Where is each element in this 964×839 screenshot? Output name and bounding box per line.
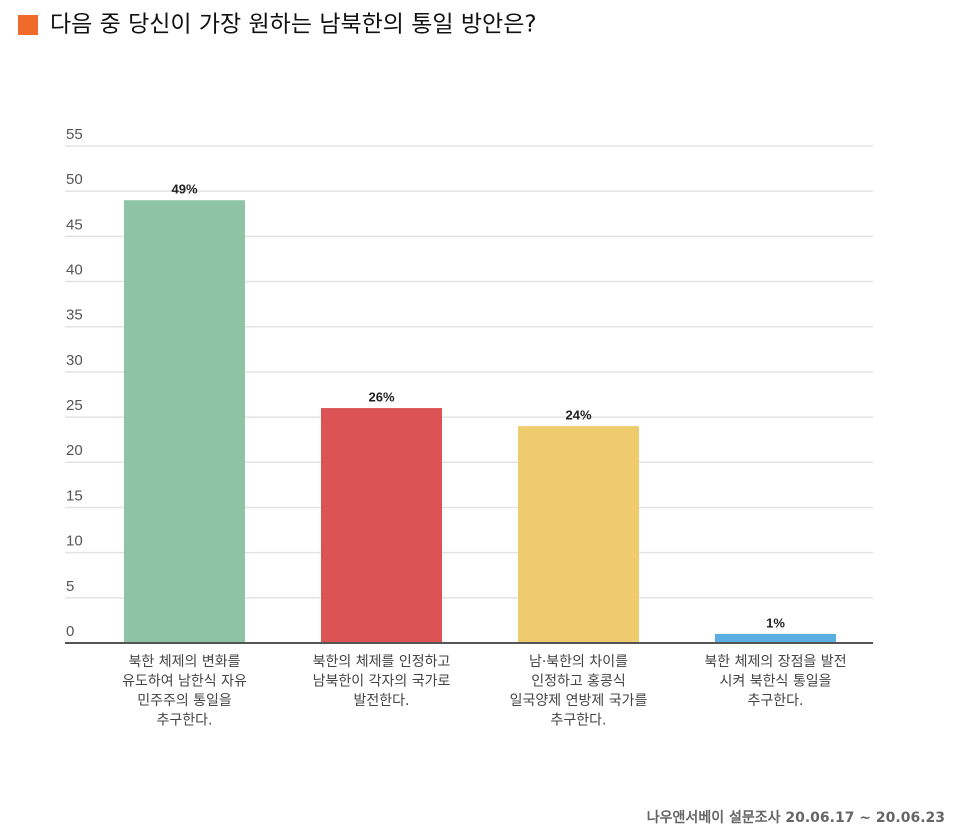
x-tick-label: 시켜 북한식 통일을 (720, 674, 832, 690)
y-tick-label: 35 (66, 307, 83, 324)
y-tick-label: 50 (66, 171, 83, 188)
x-tick-label: 북한 체제의 장점을 발전 (704, 654, 846, 670)
y-tick-label: 45 (66, 216, 83, 233)
x-tick-label: 추구한다. (157, 713, 213, 729)
value-label: 49% (171, 182, 197, 197)
value-label: 1% (766, 615, 785, 630)
x-tick-label: 민주주의 통일을 (137, 693, 232, 709)
y-tick-label: 5 (66, 578, 74, 595)
x-tick-label: 발전한다. (354, 693, 410, 709)
x-tick-label: 인정하고 홍콩식 (531, 674, 626, 690)
x-tick-label: 추구한다. (551, 713, 607, 729)
y-tick-label: 20 (66, 442, 83, 459)
x-tick-label: 북한 체제의 변화를 (129, 654, 241, 670)
x-tick-label: 추구한다. (748, 693, 804, 709)
bar (124, 200, 245, 643)
title-marker (18, 15, 38, 35)
value-label: 24% (565, 408, 591, 423)
bar (715, 633, 836, 643)
x-tick-label: 북한의 체제를 인정하고 (313, 654, 451, 670)
source-note: 나우앤서베이 설문조사 20.06.17 ~ 20.06.23 (647, 809, 945, 826)
y-tick-label: 25 (66, 397, 83, 414)
bar (518, 426, 639, 643)
x-tick-label: 남북한이 각자의 국가로 (313, 674, 451, 690)
x-tick-label: 유도하여 남한식 자유 (122, 674, 247, 690)
x-tick-label: 일국양제 연방제 국가를 (510, 693, 648, 709)
y-tick-label: 10 (66, 533, 83, 550)
y-tick-label: 0 (66, 623, 74, 640)
bar (321, 408, 442, 643)
x-tick-label: 남·북한의 차이를 (529, 654, 628, 670)
y-tick-label: 55 (66, 126, 83, 143)
chart-title: 다음 중 당신이 가장 원하는 남북한의 통일 방안은? (50, 12, 537, 38)
value-label: 26% (368, 389, 394, 404)
y-tick-label: 30 (66, 352, 83, 369)
y-tick-label: 15 (66, 487, 83, 504)
y-tick-label: 40 (66, 262, 83, 279)
